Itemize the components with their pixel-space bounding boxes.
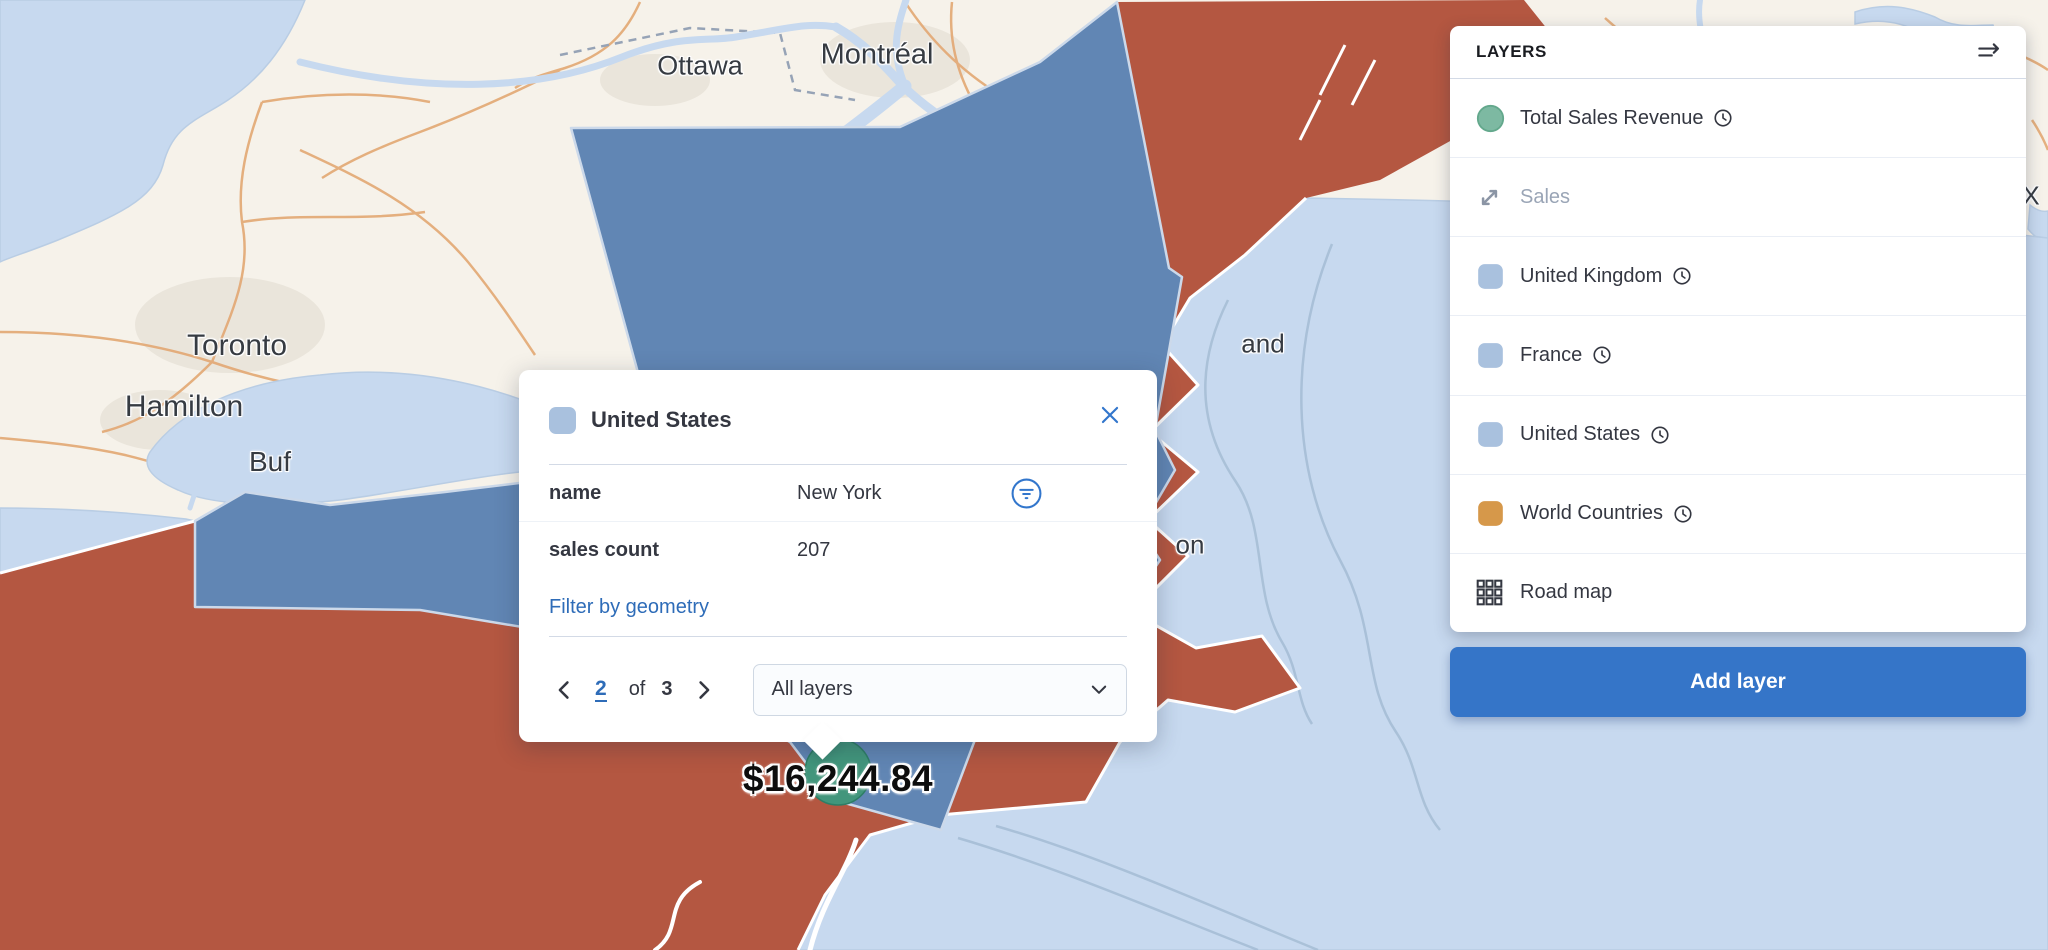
feature-popup: United States name New York sales count … [519, 370, 1157, 760]
chevron-down-icon [1090, 681, 1108, 699]
square-orange-icon [1476, 499, 1520, 528]
clock-icon [1592, 345, 1612, 365]
map-place-label: Toronto [186, 329, 288, 362]
layer-item-united-kingdom[interactable]: United Kingdom [1450, 236, 2026, 315]
layer-item-label: Total Sales Revenue [1520, 106, 1704, 129]
popup-footer: 2 of 3 All layers [519, 637, 1157, 742]
map-railway [559, 26, 856, 102]
layers-panel-header: LAYERS [1450, 26, 2026, 78]
menu-right-icon[interactable] [1978, 41, 2000, 63]
clock-icon [1673, 504, 1693, 524]
close-icon[interactable] [1097, 402, 1123, 428]
layer-item-france[interactable]: France [1450, 315, 2026, 394]
map-place-label: X [2022, 180, 2040, 211]
clock-icon [1672, 266, 1692, 286]
map-place-label: Ottawa [657, 50, 743, 81]
popup-row-sales-count: sales count 207 [519, 521, 1157, 578]
layer-filter-select[interactable]: All layers [752, 663, 1127, 716]
square-blue-icon [1476, 262, 1520, 291]
field-value: 207 [797, 538, 831, 561]
map-hudson-river [653, 837, 859, 950]
pagination-current[interactable]: 2 [595, 677, 607, 703]
map-place-label: Hamilton [124, 390, 244, 423]
field-value: New York [797, 481, 882, 504]
layer-item-sales[interactable]: Sales [1450, 157, 2026, 236]
layer-item-label: Road map [1520, 581, 1613, 604]
filter-by-geometry-link[interactable]: Filter by geometry [549, 595, 710, 618]
map-coastlines [0, 44, 1377, 950]
popup-header: United States [519, 370, 1157, 464]
circle-green-icon [1476, 104, 1520, 133]
layer-item-label: United States [1520, 423, 1641, 446]
layer-item-label: Sales [1520, 185, 1571, 208]
map-bathymetry-contours [957, 243, 1441, 950]
map-place-label: Buf [248, 446, 292, 477]
layer-item-label: World Countries [1520, 502, 1664, 525]
map-place-label: and [1241, 328, 1285, 359]
field-label: name [549, 481, 602, 504]
map-place-label: on [1175, 529, 1205, 560]
grid-icon [1476, 579, 1520, 606]
layer-swatch-icon [549, 406, 576, 434]
layers-panel: LAYERS Total Sales Revenue Sales United Ki… [1450, 26, 2026, 632]
layer-item-world-countries[interactable]: World Countries [1450, 473, 2026, 553]
divider [549, 464, 1127, 465]
divider [1450, 78, 2026, 79]
layers-panel-title: LAYERS [1476, 42, 1547, 61]
marker-value-label: $16,244.84 [742, 758, 934, 799]
pagination-of-label: of [628, 678, 646, 700]
pagination-total: 3 [661, 678, 673, 700]
diagonal-arrows-icon [1476, 184, 1520, 211]
popup-row-name: name New York [519, 465, 1157, 521]
filter-value-icon[interactable] [1010, 477, 1043, 510]
layer-item-total-sales-revenue[interactable]: Total Sales Revenue [1450, 79, 2026, 157]
layer-item-road-map[interactable]: Road map [1450, 552, 2026, 632]
chevron-right-icon[interactable] [689, 675, 719, 705]
layer-item-label: United Kingdom [1520, 264, 1663, 287]
layer-select-value: All layers [771, 678, 853, 700]
add-layer-button[interactable]: Add layer [1450, 647, 2026, 717]
clock-icon [1650, 425, 1670, 445]
layer-item-label: France [1520, 343, 1583, 366]
layer-item-united-states[interactable]: United States [1450, 394, 2026, 474]
popup-title: United States [591, 407, 732, 432]
chevron-left-icon[interactable] [549, 675, 579, 705]
divider [549, 636, 1127, 637]
square-blue-icon [1476, 420, 1520, 449]
clock-icon [1713, 108, 1733, 128]
square-blue-icon [1476, 341, 1520, 370]
field-label: sales count [549, 538, 660, 561]
map-place-label: Montréal [820, 38, 934, 71]
